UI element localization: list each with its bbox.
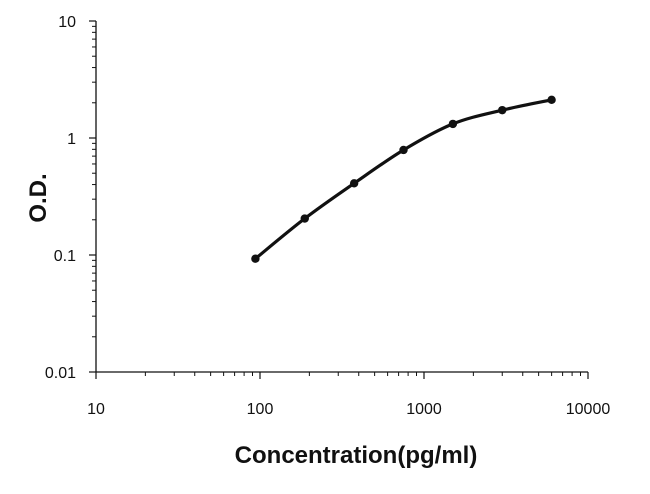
data-point bbox=[498, 105, 507, 115]
data-point bbox=[399, 145, 408, 155]
y-tick-label: 10 bbox=[58, 14, 76, 31]
x-tick-label: 10 bbox=[87, 401, 105, 418]
data-point bbox=[300, 214, 309, 223]
data-point bbox=[251, 254, 260, 263]
x-tick-label: 10000 bbox=[566, 401, 611, 418]
data-point bbox=[448, 119, 458, 129]
tick-marks bbox=[89, 20, 589, 379]
axes bbox=[95, 21, 588, 373]
x-tick-label: 100 bbox=[247, 401, 274, 418]
tick-labels: 0.01 0.1 1 10 10 100 1000 10000 bbox=[45, 14, 610, 418]
x-axis-title: Concentration(pg/ml) bbox=[235, 442, 478, 469]
series-line bbox=[253, 98, 554, 261]
x-tick-label: 1000 bbox=[406, 401, 442, 418]
y-axis-title: O.D. bbox=[25, 173, 52, 222]
y-tick-label: 1 bbox=[67, 131, 76, 148]
data-series bbox=[251, 95, 556, 263]
data-point bbox=[547, 95, 556, 105]
y-tick-label: 0.1 bbox=[54, 248, 76, 265]
data-point bbox=[349, 179, 359, 188]
y-tick-label: 0.01 bbox=[45, 365, 76, 382]
